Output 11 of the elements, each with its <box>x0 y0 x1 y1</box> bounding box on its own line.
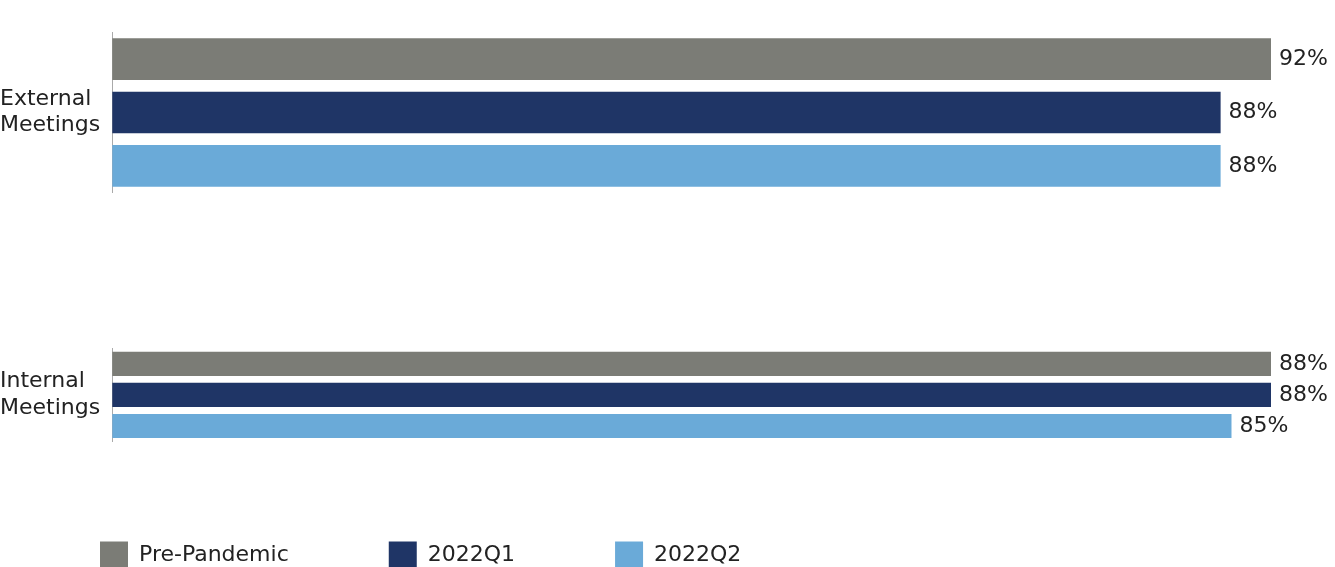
y-tick-label: External Meetings <box>0 85 101 137</box>
data-label: 88% <box>1279 349 1328 375</box>
y-tick-label: Internal Meetings <box>0 367 101 419</box>
legend-label: 2022Q2 <box>654 541 742 567</box>
data-label: 88% <box>1279 380 1328 406</box>
data-label: 85% <box>1239 411 1289 437</box>
data-label: 88% <box>1228 98 1278 124</box>
data-label: 92% <box>1279 44 1328 70</box>
data-label: 88% <box>1228 151 1278 177</box>
legend-label: Pre-Pandemic <box>139 541 289 567</box>
legend-label: 2022Q1 <box>427 541 516 567</box>
